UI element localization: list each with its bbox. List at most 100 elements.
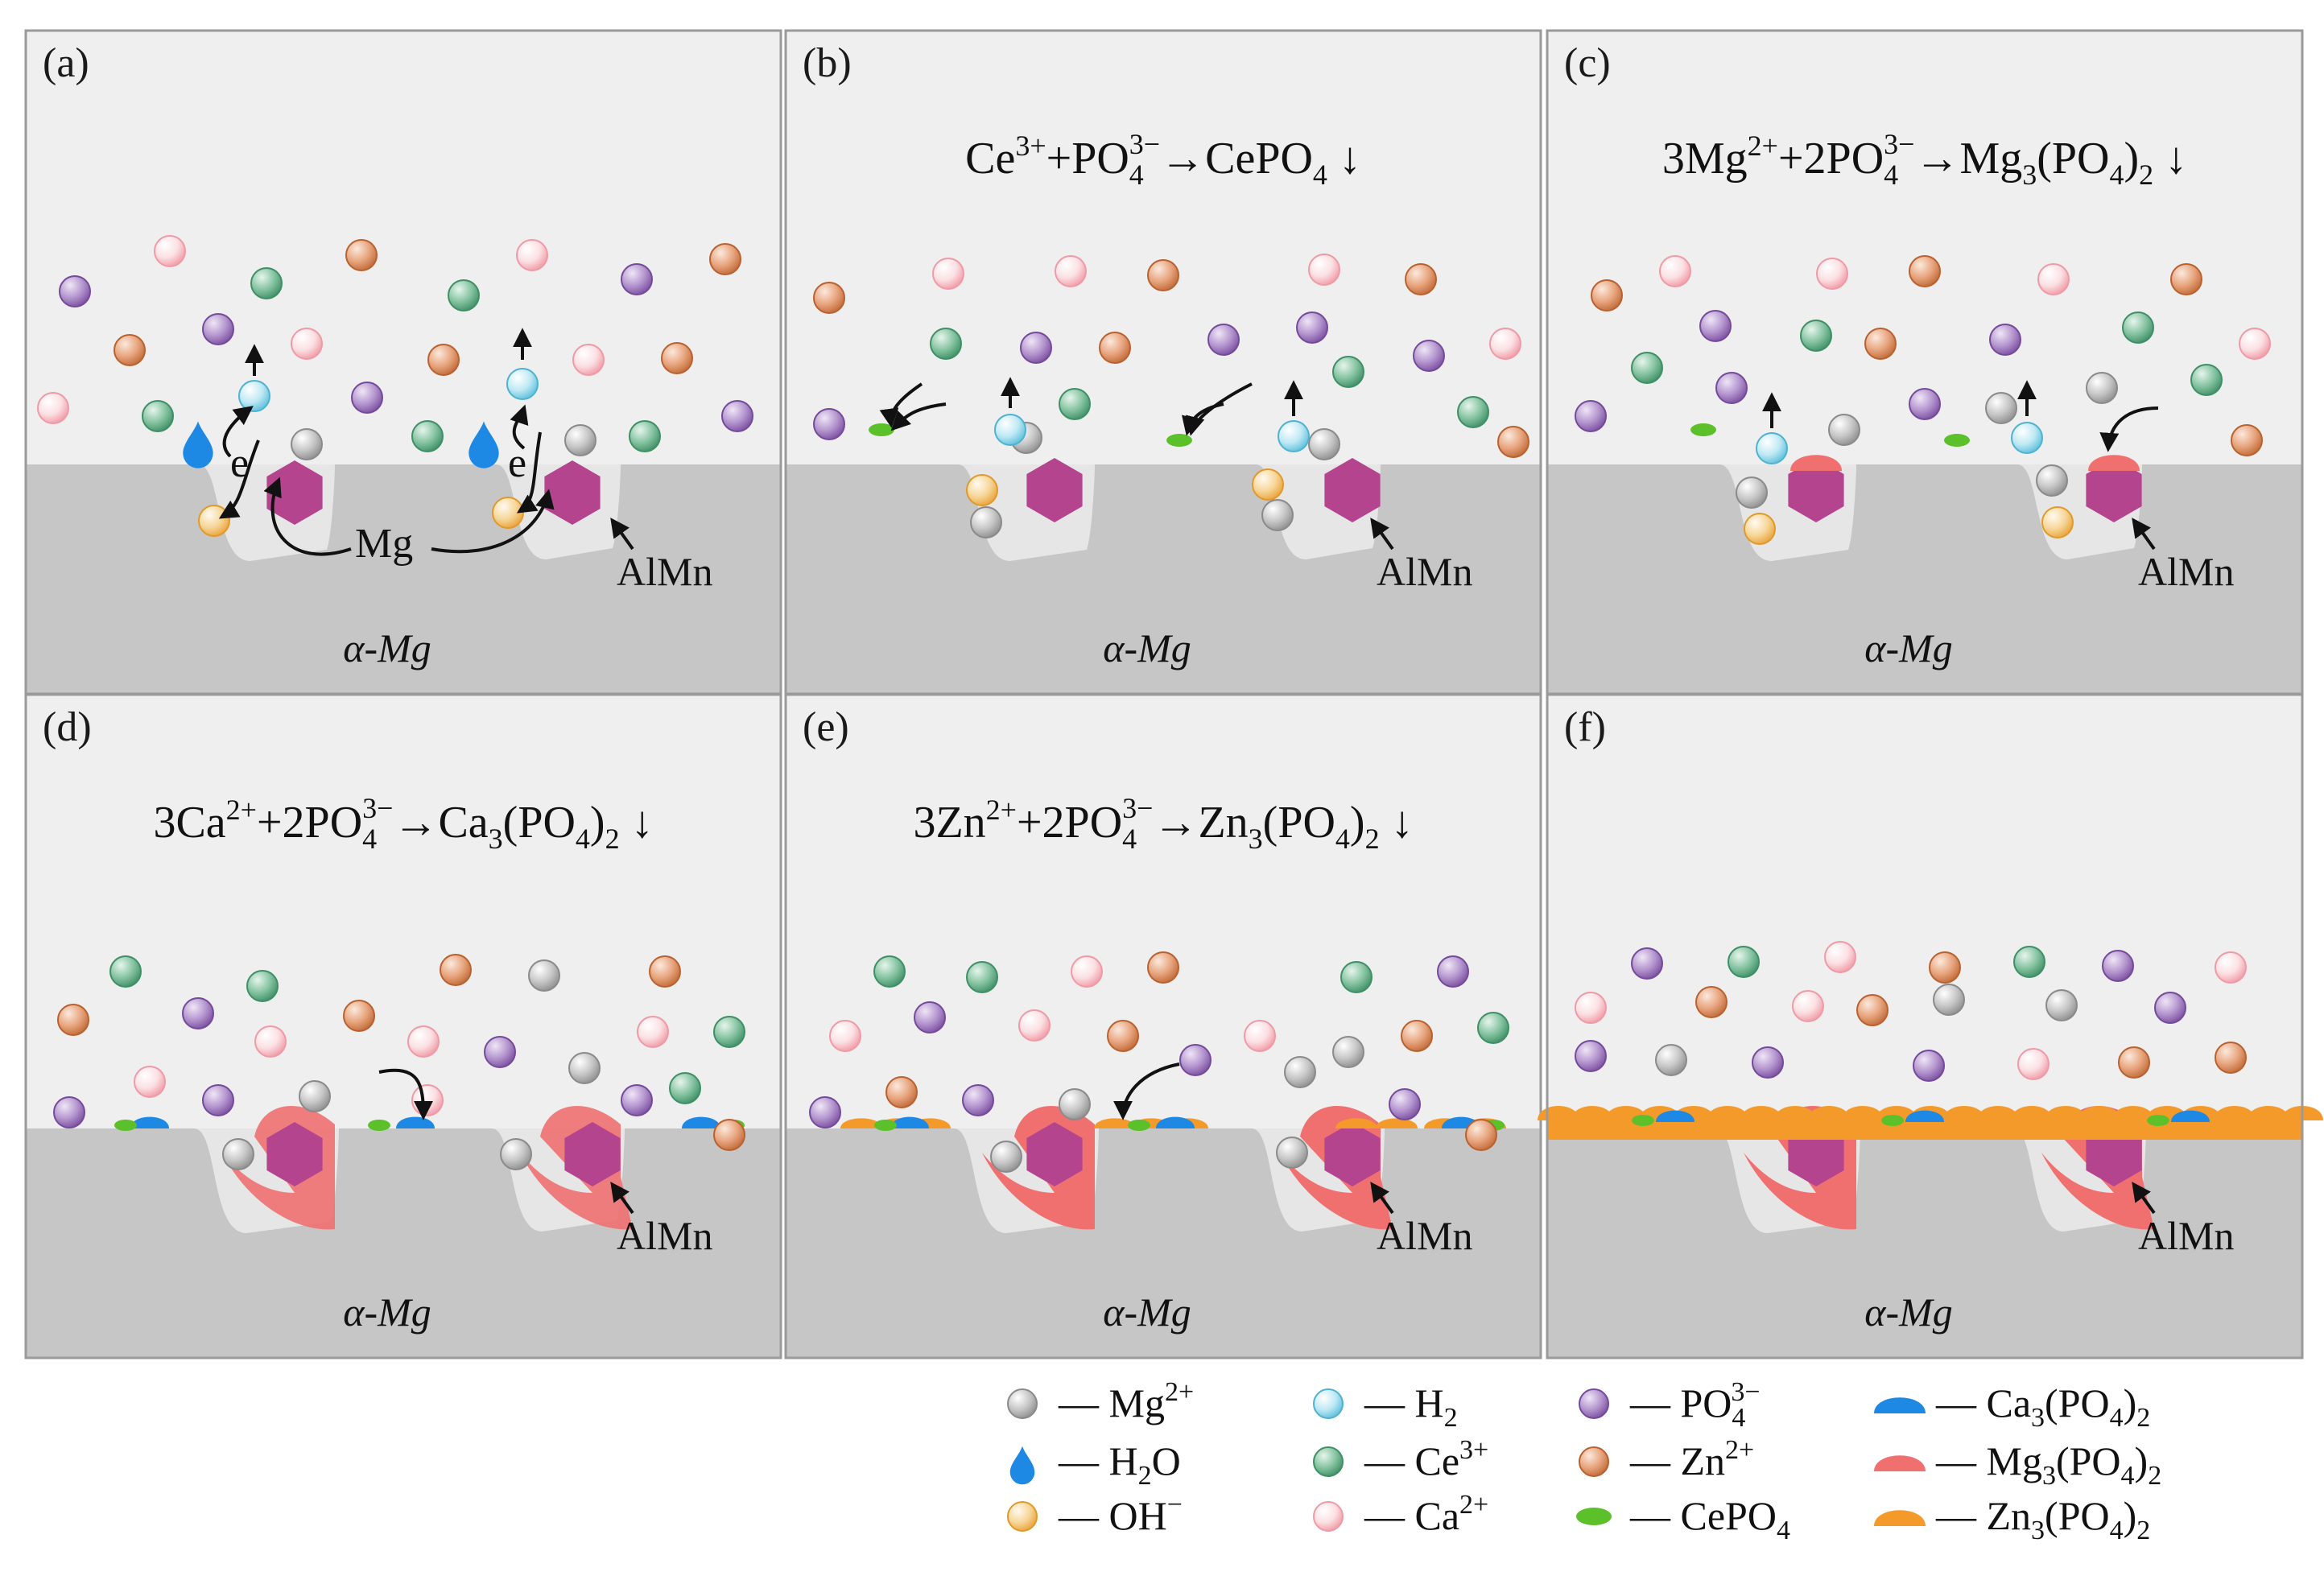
precipitation-arrow <box>1186 382 1253 436</box>
ce-ion <box>142 400 174 432</box>
zn3po42-deposit <box>1943 1106 1985 1120</box>
ce-ion <box>411 420 444 452</box>
zn3po42-deposit <box>2045 1106 2087 1120</box>
eq-cation: Ca <box>175 798 225 848</box>
ca-ion <box>1824 941 1856 973</box>
oh-ball <box>1744 513 1776 545</box>
eq-product-sub: 3 <box>2022 159 2037 191</box>
zn-ion <box>1929 951 1961 984</box>
zn3po42-deposit <box>2011 1106 2053 1120</box>
ce-ion <box>669 1072 701 1104</box>
almn-hexagon <box>1026 458 1083 522</box>
zn-ball <box>1695 986 1728 1018</box>
po4-ion <box>1575 1040 1607 1072</box>
zn-ball <box>57 1004 89 1036</box>
cepo4-flake <box>368 1120 390 1131</box>
po4-ball <box>813 408 845 440</box>
legend-dash: — <box>1629 1380 1681 1425</box>
po4-ball <box>1699 310 1732 342</box>
oh-ball <box>966 474 998 506</box>
panel-label: (d) <box>43 704 92 750</box>
h2-ion <box>2011 422 2043 454</box>
legend-formula: Ca <box>1987 1380 2032 1425</box>
almn-pointer-arrow <box>1370 1182 1394 1215</box>
h2-ion <box>238 380 270 412</box>
legend-tail: (PO <box>2056 1438 2121 1483</box>
ce-ball <box>1728 946 1760 978</box>
zn-ion <box>1401 1020 1433 1052</box>
legend-label: — Mg2+ <box>1058 1377 1194 1425</box>
ce-ball <box>411 420 444 452</box>
h2-ion <box>1278 420 1310 452</box>
ca-ion <box>291 328 323 360</box>
po4-ball <box>351 382 383 414</box>
ce-ball <box>142 400 174 432</box>
ce-ion <box>2122 311 2154 344</box>
zn-ion <box>1107 1020 1139 1052</box>
eq-phosphate-sub: 4 <box>362 823 377 855</box>
zn-ion <box>713 1119 745 1151</box>
legend-item-ca: — Ca2+ <box>1313 1490 1488 1538</box>
electron-label: e <box>508 440 526 486</box>
mg-ball <box>568 1052 601 1084</box>
ce-ball <box>1457 396 1489 428</box>
zn-ball <box>1497 426 1529 458</box>
eq-product-tail: (PO <box>1263 798 1335 848</box>
ce-ball <box>246 970 279 1002</box>
po4-ion <box>202 1084 234 1116</box>
po4-ion <box>1715 372 1748 404</box>
zn-ion <box>1405 263 1437 295</box>
oh-formation-arrow <box>516 431 542 514</box>
water-drop-icon <box>1009 1446 1035 1485</box>
legend-dash: — <box>1364 1438 1415 1483</box>
eq-phosphate: +2PO <box>1778 134 1884 184</box>
ca-ion <box>254 1025 287 1058</box>
legend-sup: 2+ <box>1165 1377 1194 1407</box>
mg-ball <box>299 1080 331 1112</box>
legend-label: — CePO4 <box>1629 1493 1790 1545</box>
mg-ion <box>1261 499 1294 531</box>
ce-ball <box>966 961 998 993</box>
mg-ion <box>1308 428 1340 460</box>
legend-sub2: 4 <box>2110 1516 2124 1545</box>
ca-ball <box>637 1016 669 1048</box>
eq-product-sub3: 2 <box>605 823 620 855</box>
eq-product-sub2: 4 <box>1335 823 1350 855</box>
eq-cation: Zn <box>935 798 985 848</box>
po4-ball <box>1207 324 1240 356</box>
legend-label: — H2 <box>1364 1380 1458 1433</box>
precipitation-arrow <box>1113 1062 1180 1120</box>
eq-cation-charge: 2+ <box>986 794 1017 826</box>
legend-item-ca3: — Ca3(PO4)2 <box>1874 1380 2150 1433</box>
eq-product-sub3: 2 <box>1365 823 1380 855</box>
almn-label: AlMn <box>1377 549 1472 594</box>
legend-tail2: ) <box>2124 1380 2137 1425</box>
oh-ball <box>198 505 230 537</box>
legend-sub3: 2 <box>2148 1461 2161 1491</box>
panel-label: (e) <box>803 704 849 750</box>
oh-ion <box>198 505 230 537</box>
h2-ion <box>506 368 539 400</box>
mg-ball <box>1276 1137 1308 1169</box>
h2-ball <box>1756 432 1788 464</box>
zn3po42-deposit <box>1376 1118 1418 1128</box>
po4-ion <box>1699 310 1732 342</box>
almn-pointer-arrow <box>2132 518 2156 551</box>
zn3po42-deposit <box>1335 1118 1377 1128</box>
legend-formula: CePO <box>1681 1493 1777 1538</box>
substrate-region <box>25 1128 782 1359</box>
po4-ion <box>621 263 653 295</box>
ca-ion <box>37 392 69 424</box>
po4-ion <box>1207 324 1240 356</box>
eq-phosphate: +2PO <box>257 798 362 848</box>
legend-sup: 3+ <box>1459 1435 1488 1465</box>
ce-ion <box>873 955 906 988</box>
zn-ion <box>2118 1046 2150 1079</box>
ca-ion <box>2239 328 2271 360</box>
po4-ion <box>813 408 845 440</box>
eq-product: Zn <box>1198 798 1248 848</box>
po4-ball <box>1909 388 1941 420</box>
zn-ion <box>57 1004 89 1036</box>
mg-ion <box>1828 414 1860 446</box>
